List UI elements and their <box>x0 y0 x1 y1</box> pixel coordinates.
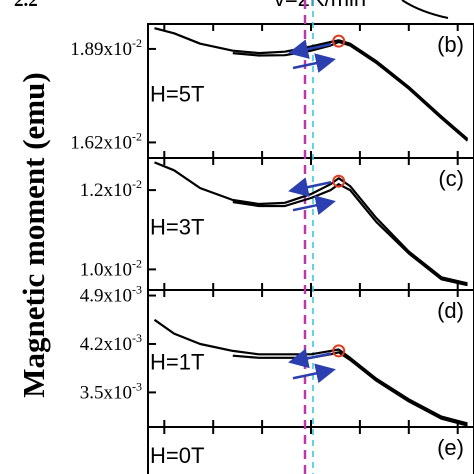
panel-d: 4.9x10-3 4.2x10-3 3.5x10-3 (d) H=1T <box>80 283 468 427</box>
series-line <box>232 351 468 427</box>
warming-arrow <box>292 363 336 384</box>
series-line <box>232 183 468 287</box>
panel-label: (d) <box>437 298 464 323</box>
panel-a-curve <box>401 0 449 19</box>
reference-lines <box>303 0 314 474</box>
panel-e: (e) H=0T <box>150 427 464 468</box>
y-tick-label: 1.89x10-2 <box>70 36 142 60</box>
cooling-arrow <box>288 39 332 59</box>
panel-c: 1.2x10-2 1.0x10-2 (c) H=3T <box>80 158 468 290</box>
panel-a-tick-fragment: 2.2 <box>14 0 38 11</box>
y-axis-label: Magnetic moment (emu) <box>16 72 51 397</box>
cooling-arrow <box>288 177 332 197</box>
cooling-arrow <box>288 348 332 369</box>
field-label: H=3T <box>150 215 204 240</box>
y-tick-label: 1.62x10-2 <box>70 129 142 153</box>
y-tick-label: 1.2x10-2 <box>80 177 142 201</box>
y-tick-label: 4.9x10-3 <box>80 283 142 307</box>
transition-marker <box>332 344 346 358</box>
panel-label: (c) <box>438 166 464 191</box>
series-line <box>232 40 469 142</box>
panel-label: (e) <box>437 435 464 460</box>
field-label: H=1T <box>150 349 204 374</box>
panel-label: (b) <box>437 32 464 57</box>
series-line <box>154 27 469 140</box>
series-line <box>154 161 468 285</box>
warming-arrow <box>292 195 336 216</box>
transition-marker <box>332 174 346 188</box>
panel-a-remnant: v=2K/min 2.2 <box>14 0 449 19</box>
warming-arrow <box>292 53 336 73</box>
field-label: H=0T <box>150 443 204 468</box>
panel-b: 1.89x10-2 1.62x10-2 (b) H=5T <box>70 24 469 158</box>
y-tick-label: 4.2x10-3 <box>80 331 142 355</box>
series-line <box>153 318 468 425</box>
y-tick-label: 1.0x10-2 <box>80 256 142 280</box>
transition-marker <box>332 34 346 48</box>
y-tick-label: 3.5x10-3 <box>80 379 142 403</box>
field-label: H=5T <box>150 82 204 107</box>
rate-annotation: v=2K/min <box>274 0 366 11</box>
